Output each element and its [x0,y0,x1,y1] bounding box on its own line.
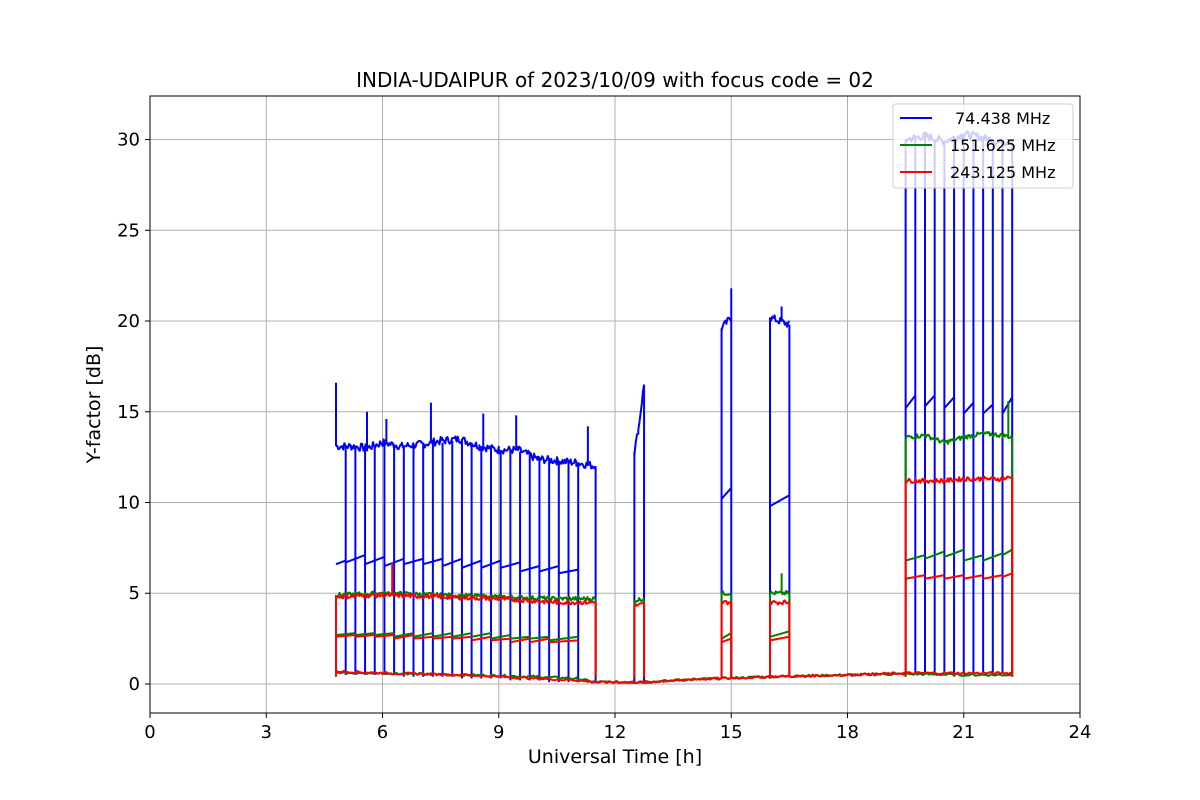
calibration-step [452,632,472,638]
signal-segment [335,592,597,606]
x-tick-label: 21 [952,722,975,743]
calibration-step [905,574,926,580]
signal-segment [769,314,791,328]
calibration-step [432,632,453,638]
calibration-step [963,574,984,580]
signal-segment [720,599,733,606]
calibration-step [393,632,414,638]
calibration-step [924,394,936,407]
calibration-step [335,632,356,636]
x-axis-label: Universal Time [h] [528,746,702,768]
calibration-step [490,637,511,642]
y-tick-label: 0 [129,674,140,695]
calibration-step [549,639,579,644]
signal-segment [633,597,645,604]
calibration-step [529,635,550,640]
calibration-step [924,550,945,560]
calibration-step [452,635,472,640]
series-74-438-mhz [335,130,1014,683]
x-tick-label: 18 [836,722,859,743]
x-tick-label: 9 [493,722,504,743]
calibration-step [490,633,511,640]
legend-label-243mhz: 243.125 MHz [950,163,1055,182]
y-tick-label: 15 [117,402,140,423]
calibration-step [355,633,375,638]
calibration-step [471,635,492,642]
calibration-step [549,635,579,642]
calibration-step [982,552,1003,562]
x-tick-label: 6 [377,722,388,743]
calibration-step [393,633,414,640]
series-layer [335,130,1014,685]
x-tick-label: 12 [604,722,627,743]
legend-label-74mhz: 74.438 MHz [955,109,1050,128]
calibration-step [374,633,395,638]
y-axis-label: Y-factor [dB] [83,346,105,465]
x-tick-label: 15 [720,722,743,743]
x-tick-label: 0 [144,722,155,743]
x-axis: 0 3 6 9 12 15 18 21 24 [144,713,1091,743]
chart-title: INDIA-UDAIPUR of 2023/10/09 with focus c… [356,68,874,92]
calibration-step [769,635,790,642]
calibration-step [413,635,433,640]
calibration-step [721,637,732,644]
y-tick-label: 10 [117,492,140,513]
calibration-step [510,637,530,644]
calibration-step [769,494,790,507]
y-axis: 0 5 10 15 20 25 30 [117,130,150,695]
calibration-step [510,635,530,640]
calibration-step [924,574,945,580]
signal-segment [335,435,597,471]
calibration-step [905,554,926,562]
signal-segment [769,599,791,606]
calibration-step [1002,548,1013,556]
y-tick-label: 25 [117,220,140,241]
legend-label-151mhz: 151.625 MHz [950,136,1055,155]
signal-segment [905,475,1013,484]
signal-segment [633,601,645,607]
signal-segment [769,590,791,596]
calibration-step [721,632,732,640]
calibration-step [982,403,994,415]
calibration-step [355,632,375,636]
y-tick-label: 30 [117,130,140,151]
calibration-step [720,487,732,500]
calibration-step [471,632,492,638]
calibration-step [944,548,965,558]
baseline-line [335,669,1013,685]
calibration-step [335,559,347,566]
calibration-step [963,554,984,562]
y-tick-label: 5 [129,583,140,604]
calibration-step [944,574,964,580]
signal-segment [633,384,646,455]
calibration-step [769,630,790,638]
series-243-125-mhz [335,475,1014,685]
calibration-step [432,635,453,640]
signal-segment [905,430,1013,445]
x-tick-label: 24 [1069,722,1092,743]
calibration-step [904,394,917,409]
x-tick-label: 3 [261,722,272,743]
calibration-step [963,402,975,415]
calibration-step [1002,572,1013,578]
calibration-step [413,632,434,638]
legend-box [892,103,1074,189]
calibration-step [374,632,395,636]
calibration-step [529,637,550,644]
signal-segment [720,590,732,596]
signal-segment [720,316,732,331]
calibration-step [335,633,356,638]
legend: 74.438 MHz 151.625 MHz 243.125 MHz [892,103,1074,189]
y-tick-label: 20 [117,311,140,332]
calibration-step [982,574,1003,580]
calibration-step [943,396,955,409]
